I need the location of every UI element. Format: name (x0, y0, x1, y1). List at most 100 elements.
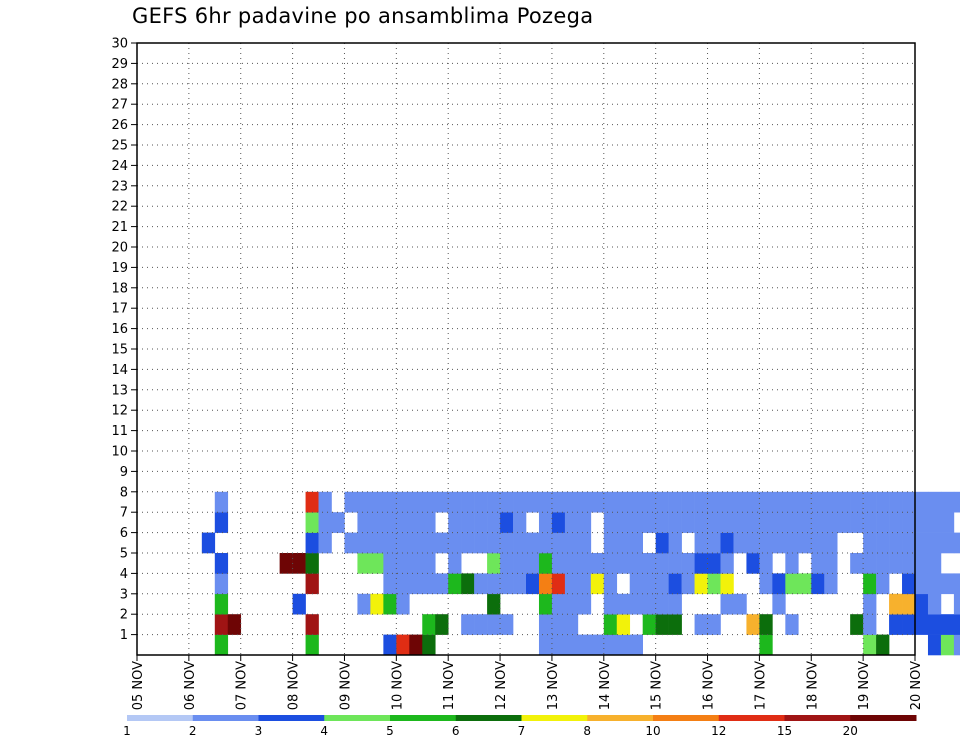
heatmap-cell (526, 532, 540, 554)
heatmap-cell (850, 491, 864, 513)
colorbar-swatch (521, 715, 588, 721)
x-axis: 05 NOV 06 NOV 07 NOV 08 NOV 09 NOV 10 NOV 11 N… (131, 655, 924, 710)
heatmap-cell (733, 512, 747, 533)
heatmap-cell (889, 593, 903, 615)
heatmap-cell (902, 593, 916, 615)
x-tick-label: 09 NOV (338, 661, 353, 710)
heatmap-cell (681, 491, 695, 513)
heatmap-cell (953, 491, 960, 513)
heatmap-cell (785, 532, 799, 554)
heatmap-cell (603, 593, 618, 615)
heatmap-cell (564, 593, 579, 615)
heatmap-cell (279, 553, 293, 574)
y-tick-label: 5 (120, 547, 128, 562)
heatmap-cell (720, 512, 734, 533)
heatmap-cell (564, 491, 579, 513)
heatmap-cell (577, 532, 592, 554)
heatmap-cell (759, 634, 773, 656)
heatmap-cell (953, 573, 960, 595)
heatmap-cell (720, 573, 734, 595)
heatmap-cell (370, 593, 384, 615)
heatmap-cell (863, 614, 877, 635)
colorbar-swatch (390, 715, 457, 721)
heatmap-cell (487, 491, 501, 513)
heatmap-cell (370, 491, 384, 513)
heatmap-cell (603, 532, 618, 554)
heatmap-cell (902, 491, 916, 513)
heatmap-cell (474, 491, 488, 513)
heatmap-cell (500, 614, 514, 635)
y-tick-label: 23 (111, 179, 128, 194)
heatmap-cell (305, 573, 319, 595)
y-tick-label: 11 (111, 424, 128, 439)
cells-layer (201, 491, 960, 656)
heatmap-cell (668, 593, 682, 615)
heatmap-cell (785, 491, 799, 513)
heatmap-cell (551, 634, 566, 656)
heatmap-cell (746, 491, 760, 513)
y-tick-label: 20 (111, 241, 128, 256)
heatmap-cell (668, 491, 682, 513)
y-tick-label: 2 (120, 608, 128, 623)
heatmap-cell (733, 491, 747, 513)
heatmap-cell (733, 593, 747, 615)
heatmap-cell (383, 573, 397, 595)
heatmap-cell (214, 491, 229, 513)
heatmap-cell (538, 614, 553, 635)
heatmap-cell (902, 614, 916, 635)
x-tick-label: 13 NOV (546, 661, 561, 710)
heatmap-cell (305, 553, 319, 574)
heatmap-cell (564, 614, 579, 635)
heatmap-cell (214, 573, 229, 595)
heatmap-cell (642, 491, 656, 513)
heatmap-cell (448, 532, 462, 554)
heatmap-cell (577, 634, 592, 656)
y-tick-label: 25 (111, 139, 128, 154)
heatmap-cell (863, 491, 877, 513)
colorbar-label: 20 (843, 724, 858, 738)
y-tick-label: 13 (111, 383, 128, 398)
heatmap-cell (448, 573, 462, 595)
heatmap-cell (370, 512, 384, 533)
heatmap-cell (474, 512, 488, 533)
heatmap-cell (603, 553, 618, 574)
heatmap-cell (396, 593, 410, 615)
heatmap-cell (655, 573, 669, 595)
heatmap-cell (551, 532, 566, 554)
heatmap-cell (603, 634, 618, 656)
heatmap-cell (396, 512, 410, 533)
heatmap-cell (824, 491, 838, 513)
y-tick-label: 16 (111, 322, 128, 337)
colorbar-swatch (850, 715, 917, 721)
heatmap-cell (655, 614, 669, 635)
colorbar-label: 10 (645, 724, 660, 738)
heatmap-cell (616, 593, 631, 615)
heatmap-cell (577, 573, 592, 595)
heatmap-cell (526, 573, 540, 595)
y-tick-label: 6 (120, 526, 128, 541)
heatmap-cell (435, 491, 449, 513)
heatmap-cell (759, 532, 773, 554)
heatmap-cell (318, 532, 332, 554)
heatmap-cell (383, 634, 397, 656)
heatmap-cell (824, 512, 838, 533)
heatmap-cell (694, 573, 708, 595)
heatmap-cell (513, 553, 527, 574)
heatmap-cell (214, 512, 229, 533)
heatmap-cell (902, 512, 916, 533)
heatmap-cell (863, 553, 877, 574)
heatmap-cell (214, 593, 229, 615)
heatmap-cell (694, 614, 708, 635)
heatmap-cell (500, 553, 514, 574)
heatmap-cell (227, 614, 242, 635)
heatmap-cell (927, 532, 942, 554)
heatmap-cell (487, 512, 501, 533)
heatmap-cell (318, 512, 332, 533)
heatmap-cell (629, 512, 643, 533)
heatmap-cell (785, 614, 799, 635)
heatmap-cell (876, 634, 890, 656)
heatmap-cell (383, 593, 397, 615)
heatmap-cell (370, 553, 384, 574)
heatmap-cell (422, 532, 436, 554)
